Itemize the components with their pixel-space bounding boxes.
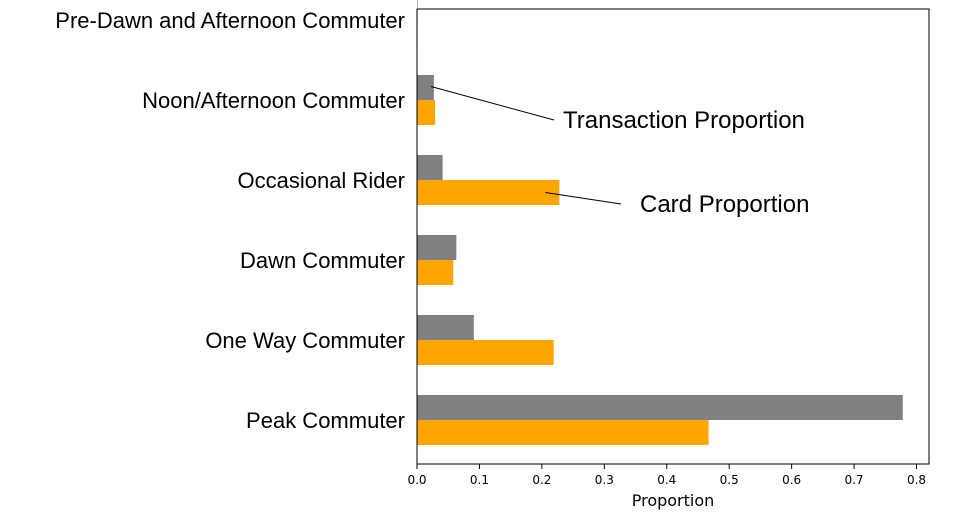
bar-transaction-proportion-peak-commuter (417, 395, 903, 420)
bar-transaction-proportion-dawn-commuter (417, 235, 457, 260)
x-tick-label: 0.0 (407, 473, 426, 487)
category-label-pre-dawn-and-afternoon-commuter: Pre-Dawn and Afternoon Commuter (55, 8, 405, 33)
bar-card-proportion-noon-afternoon-commuter (417, 100, 436, 125)
bar-transaction-proportion-one-way-commuter (417, 315, 474, 340)
x-tick-label: 0.8 (907, 473, 926, 487)
x-tick-label: 0.5 (720, 473, 739, 487)
x-tick-label: 0.4 (657, 473, 676, 487)
category-label-occasional-rider: Occasional Rider (237, 168, 405, 193)
x-axis-ticks: 0.0 0.1 0.2 0.3 0.4 0.5 0.6 0.7 0.8 (407, 464, 926, 487)
annotations-layer: Transaction Proportion Card Proportion (430, 86, 809, 218)
annotation-leader-line (545, 192, 622, 205)
x-tick-label: 0.7 (845, 473, 864, 487)
bar-card-proportion-occasional-rider (417, 180, 560, 205)
annotation-leader-line (430, 86, 555, 121)
annotation-card-proportion: Card Proportion (640, 191, 809, 218)
bar-card-proportion-dawn-commuter (417, 260, 454, 285)
x-tick-label: 0.1 (470, 473, 489, 487)
category-label-peak-commuter: Peak Commuter (246, 408, 405, 433)
bar-transaction-proportion-occasional-rider (417, 155, 443, 180)
plot-frame (416, 8, 930, 465)
annotation-transaction-proportion: Transaction Proportion (563, 107, 805, 134)
x-axis-label: Proportion (632, 491, 715, 510)
x-tick-label: 0.6 (782, 473, 801, 487)
category-label-noon-afternoon-commuter: Noon/Afternoon Commuter (142, 88, 405, 113)
category-label-dawn-commuter: Dawn Commuter (240, 248, 405, 273)
x-tick-label: 0.3 (595, 473, 614, 487)
bar-transaction-proportion-noon-afternoon-commuter (417, 75, 434, 100)
bars-layer (417, 0, 903, 445)
x-tick-label: 0.2 (532, 473, 551, 487)
category-label-one-way-commuter: One Way Commuter (205, 328, 405, 353)
bar-card-proportion-one-way-commuter (417, 340, 554, 365)
category-labels: Peak Commuter One Way Commuter Dawn Commut… (55, 8, 405, 433)
bar-card-proportion-peak-commuter (417, 420, 709, 445)
